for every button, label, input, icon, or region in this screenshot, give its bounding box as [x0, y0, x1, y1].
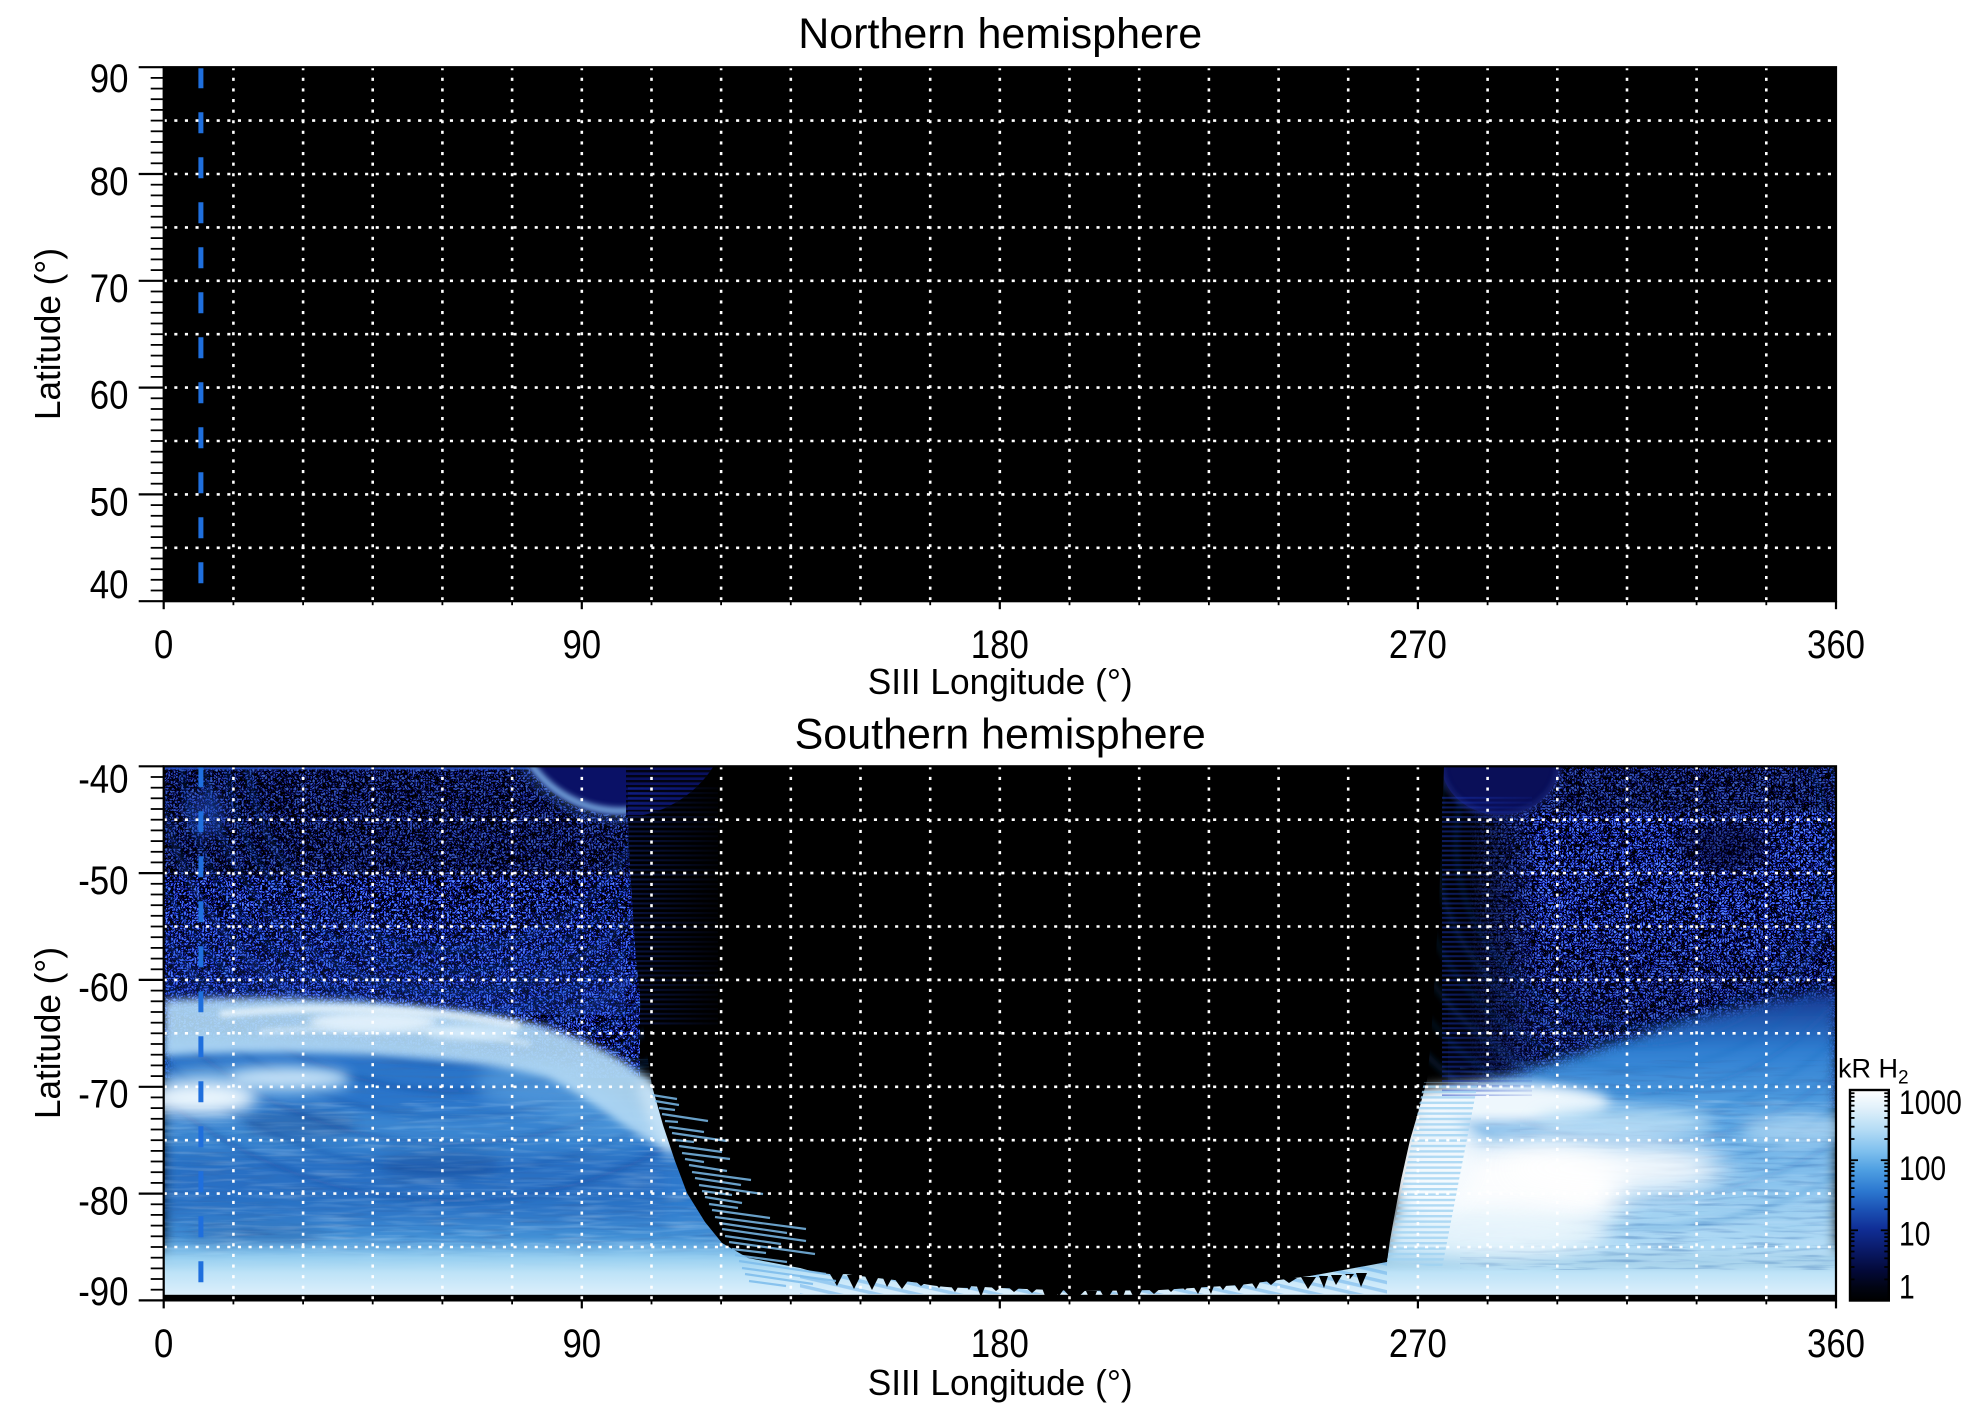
- svg-text:100: 100: [1899, 1150, 1946, 1188]
- svg-text:kR H2: kR H2: [1838, 1054, 1909, 1089]
- svg-text:-40: -40: [78, 758, 128, 802]
- svg-text:1: 1: [1899, 1269, 1915, 1307]
- svg-text:360: 360: [1807, 1322, 1865, 1366]
- svg-text:-70: -70: [78, 1073, 128, 1117]
- svg-text:90: 90: [562, 623, 601, 667]
- svg-text:270: 270: [1389, 623, 1447, 667]
- svg-text:1000: 1000: [1899, 1084, 1962, 1122]
- svg-text:0: 0: [154, 623, 173, 667]
- svg-text:-90: -90: [78, 1270, 128, 1314]
- svg-text:SIII Longitude (°): SIII Longitude (°): [868, 661, 1133, 702]
- svg-text:90: 90: [562, 1322, 601, 1366]
- svg-text:270: 270: [1389, 1322, 1447, 1366]
- svg-text:360: 360: [1807, 623, 1865, 667]
- svg-text:60: 60: [90, 374, 129, 418]
- svg-text:0: 0: [154, 1322, 173, 1366]
- svg-text:50: 50: [90, 480, 129, 524]
- svg-text:SIII Longitude (°): SIII Longitude (°): [868, 1362, 1133, 1403]
- svg-text:-60: -60: [78, 966, 128, 1010]
- svg-text:Latitude (°): Latitude (°): [27, 947, 68, 1119]
- svg-text:70: 70: [90, 267, 129, 311]
- svg-text:Northern hemisphere: Northern hemisphere: [798, 10, 1202, 58]
- svg-text:90: 90: [90, 57, 129, 101]
- svg-text:40: 40: [90, 563, 129, 607]
- svg-text:Latitude (°): Latitude (°): [27, 248, 68, 420]
- svg-text:10: 10: [1899, 1216, 1930, 1254]
- svg-text:180: 180: [971, 1322, 1029, 1366]
- svg-text:80: 80: [90, 160, 129, 204]
- svg-text:-50: -50: [78, 859, 128, 903]
- svg-text:Southern hemisphere: Southern hemisphere: [795, 711, 1206, 759]
- svg-text:-80: -80: [78, 1180, 128, 1224]
- svg-text:180: 180: [971, 623, 1029, 667]
